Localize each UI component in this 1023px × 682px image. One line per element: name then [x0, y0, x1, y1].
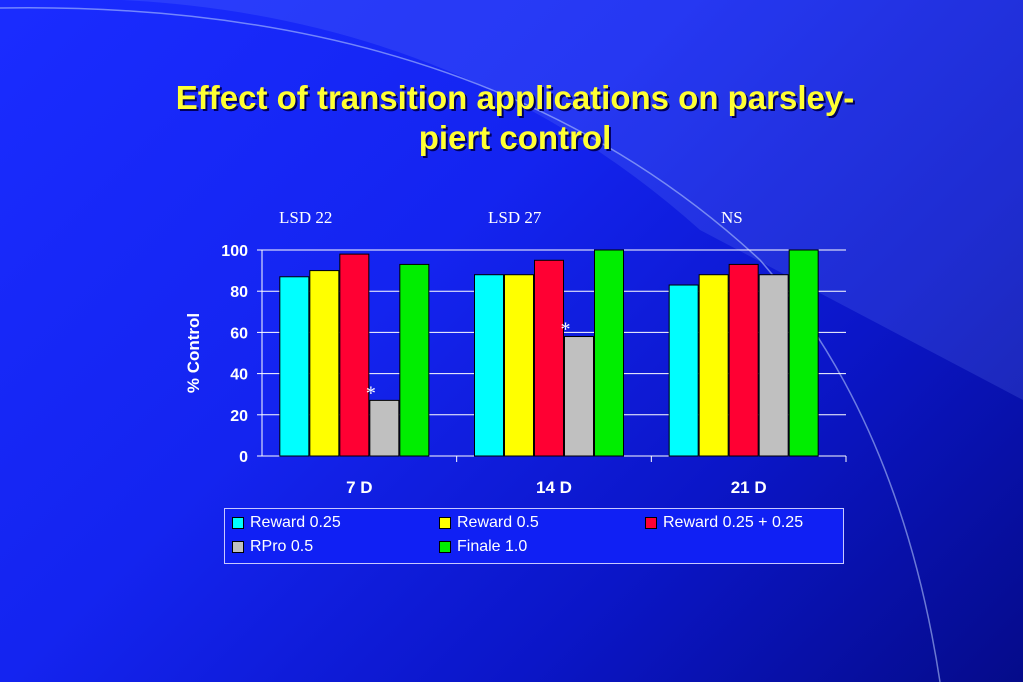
legend-swatch — [232, 517, 244, 529]
significance-asterisk: * — [366, 382, 376, 404]
legend-swatch — [645, 517, 657, 529]
chart-legend: Reward 0.25 Reward 0.5 Reward 0.25 + 0.25 R… — [224, 508, 844, 564]
lsd-label-7d: LSD 22 — [279, 208, 333, 227]
bar — [339, 253, 370, 457]
lsd-label-14d: LSD 27 — [488, 208, 542, 227]
bar — [399, 263, 430, 457]
legend-item: Reward 0.25 — [232, 514, 341, 532]
bar — [698, 274, 729, 457]
bar — [504, 274, 534, 457]
legend-swatch — [232, 541, 244, 553]
y-axis-label: % Control — [184, 313, 203, 393]
slide-title: Effect of transition applications on par… — [80, 78, 950, 158]
y-tick-label: 80 — [230, 284, 248, 301]
legend-label: Reward 0.25 — [250, 514, 341, 531]
legend-label: RPro 0.5 — [250, 538, 314, 555]
ns-label-21d: NS — [721, 208, 743, 227]
bar — [788, 249, 819, 457]
legend-label: Reward 0.5 — [457, 514, 539, 531]
bar — [668, 284, 699, 457]
legend-item: Reward 0.5 — [439, 514, 539, 532]
legend-label: Finale 1.0 — [457, 538, 528, 555]
legend-item: RPro 0.5 — [232, 538, 313, 556]
y-tick-label: 60 — [230, 325, 248, 342]
legend-item: Finale 1.0 — [439, 538, 527, 556]
legend-swatch — [439, 541, 451, 553]
bar — [594, 249, 624, 457]
y-tick-label: 100 — [221, 243, 248, 260]
bar — [564, 336, 594, 457]
y-tick-label: 0 — [239, 449, 248, 466]
bar — [279, 276, 310, 457]
y-tick-label: 20 — [230, 408, 248, 425]
significance-asterisk: * — [561, 319, 571, 341]
bar — [474, 274, 504, 457]
bar — [758, 274, 789, 457]
bar — [728, 263, 759, 457]
legend-swatch — [439, 517, 451, 529]
x-tick-label: 14 D — [536, 478, 572, 497]
x-tick-label: 21 D — [731, 478, 767, 497]
bar — [309, 270, 340, 457]
legend-label: Reward 0.25 + 0.25 — [663, 514, 804, 531]
bar — [534, 259, 564, 457]
title-line-2: piert control — [418, 119, 612, 156]
y-tick-label: 40 — [230, 367, 248, 384]
x-tick-label: 7 D — [346, 478, 372, 497]
legend-item: Reward 0.25 + 0.25 — [645, 514, 803, 532]
title-line-1: Effect of transition applications on par… — [175, 79, 855, 116]
bar — [369, 399, 400, 457]
